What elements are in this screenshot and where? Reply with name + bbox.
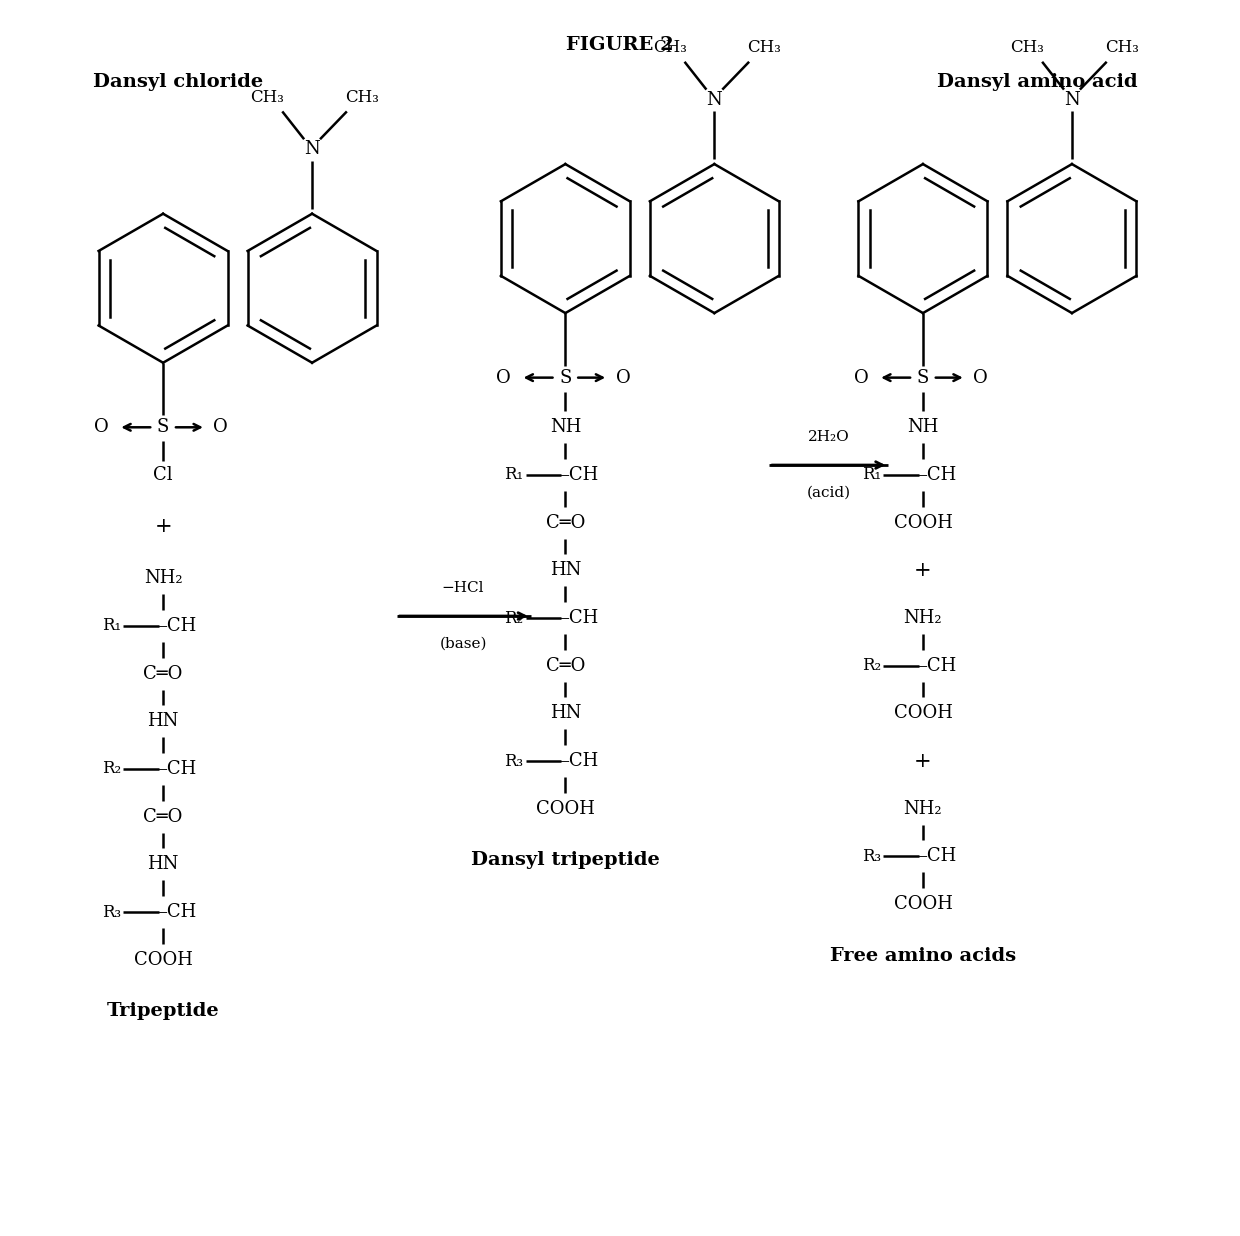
- Text: N: N: [1064, 90, 1080, 109]
- Text: Dansyl chloride: Dansyl chloride: [93, 73, 263, 90]
- Text: —CH: —CH: [149, 617, 197, 635]
- Text: —CH: —CH: [149, 760, 197, 777]
- Text: CH₃: CH₃: [1105, 40, 1138, 57]
- Text: FIGURE 2: FIGURE 2: [567, 36, 673, 54]
- Text: S: S: [916, 368, 929, 387]
- Text: R₂: R₂: [862, 658, 880, 674]
- Text: CH₃: CH₃: [345, 89, 378, 106]
- Text: N: N: [304, 140, 320, 158]
- Text: −HCl: −HCl: [441, 581, 485, 596]
- Text: R₂: R₂: [102, 760, 122, 777]
- Text: Cl: Cl: [154, 466, 172, 485]
- Text: +: +: [154, 517, 172, 536]
- Text: —CH: —CH: [552, 609, 599, 627]
- Text: +: +: [914, 561, 931, 580]
- Text: R₃: R₃: [862, 848, 880, 865]
- Text: NH: NH: [549, 418, 582, 436]
- Text: HN: HN: [148, 712, 179, 730]
- Text: CH₃: CH₃: [1011, 40, 1044, 57]
- Text: CH₃: CH₃: [746, 40, 781, 57]
- Text: Dansyl tripeptide: Dansyl tripeptide: [471, 852, 660, 869]
- Text: C═O: C═O: [546, 656, 585, 675]
- Text: (base): (base): [439, 637, 487, 651]
- Text: Free amino acids: Free amino acids: [830, 947, 1016, 965]
- Text: R₁: R₁: [505, 466, 523, 483]
- Text: NH₂: NH₂: [144, 570, 182, 587]
- Text: —CH: —CH: [909, 656, 956, 675]
- Text: NH₂: NH₂: [904, 800, 942, 818]
- Text: O: O: [854, 368, 869, 387]
- Text: O: O: [615, 368, 630, 387]
- Text: S: S: [559, 368, 572, 387]
- Text: R₁: R₁: [862, 466, 880, 483]
- Text: NH: NH: [908, 418, 939, 436]
- Text: HN: HN: [549, 561, 582, 580]
- Text: C═O: C═O: [144, 807, 182, 826]
- Text: Tripeptide: Tripeptide: [107, 1002, 219, 1021]
- Text: COOH: COOH: [894, 514, 952, 531]
- Text: 2H₂O: 2H₂O: [807, 430, 849, 444]
- Text: —CH: —CH: [909, 848, 956, 865]
- Text: NH₂: NH₂: [904, 609, 942, 627]
- Text: —CH: —CH: [552, 466, 599, 485]
- Text: —CH: —CH: [149, 904, 197, 921]
- Text: C═O: C═O: [144, 665, 182, 682]
- Text: O: O: [94, 418, 109, 436]
- Text: R₃: R₃: [505, 753, 523, 770]
- Text: C═O: C═O: [546, 514, 585, 531]
- Text: COOH: COOH: [134, 950, 192, 969]
- Text: CH₃: CH₃: [250, 89, 284, 106]
- Text: —CH: —CH: [909, 466, 956, 485]
- Text: +: +: [914, 751, 931, 770]
- Text: O: O: [213, 418, 228, 436]
- Text: COOH: COOH: [536, 800, 595, 818]
- Text: CH₃: CH₃: [652, 40, 687, 57]
- Text: O: O: [496, 368, 511, 387]
- Text: R₃: R₃: [102, 904, 122, 921]
- Text: COOH: COOH: [894, 895, 952, 913]
- Text: Dansyl amino acid: Dansyl amino acid: [937, 73, 1137, 90]
- Text: HN: HN: [148, 855, 179, 874]
- Text: R₂: R₂: [505, 609, 523, 627]
- Text: —CH: —CH: [552, 751, 599, 770]
- Text: O: O: [973, 368, 988, 387]
- Text: N: N: [707, 90, 722, 109]
- Text: R₁: R₁: [102, 618, 122, 634]
- Text: HN: HN: [549, 705, 582, 722]
- Text: S: S: [157, 418, 170, 436]
- Text: COOH: COOH: [894, 705, 952, 722]
- Text: (acid): (acid): [806, 486, 851, 499]
